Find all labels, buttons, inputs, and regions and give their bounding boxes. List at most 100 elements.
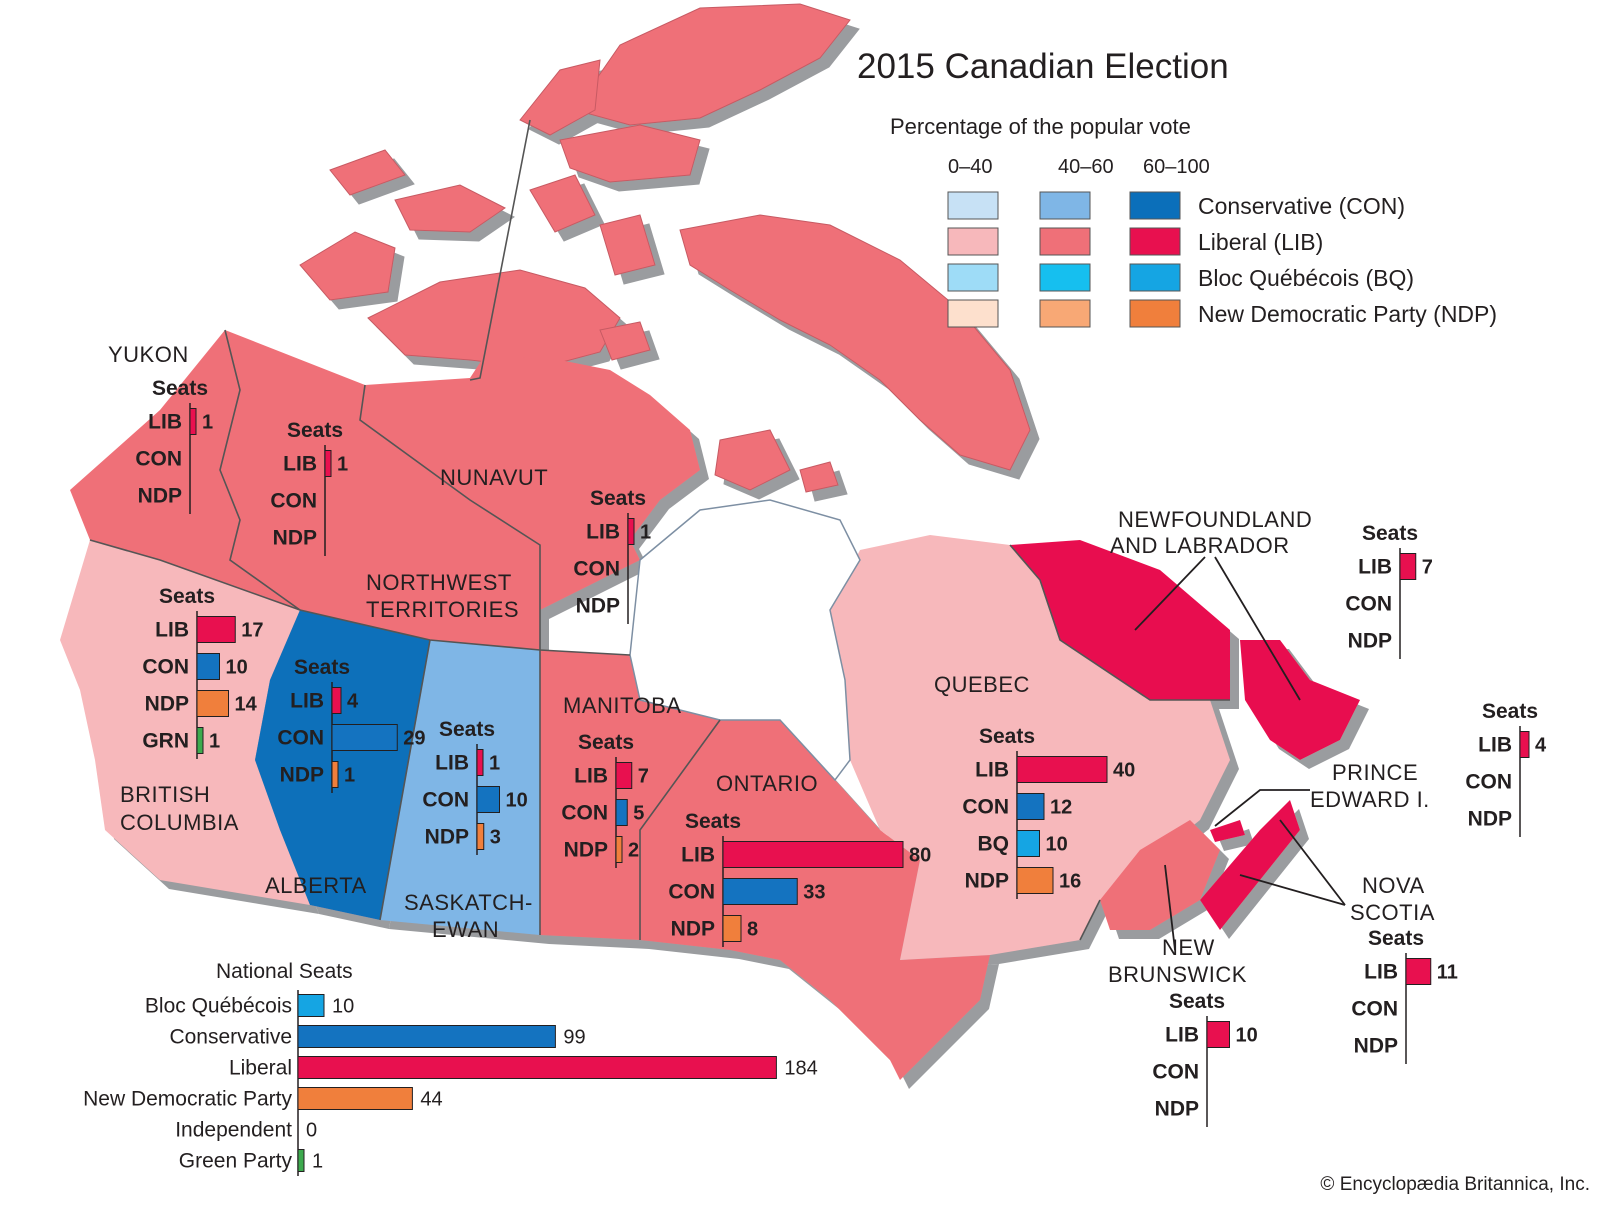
- seat-party-label: NDP: [564, 839, 608, 862]
- seat-party-label: CON: [962, 796, 1009, 819]
- island-ellesmere: [574, 3, 851, 126]
- island-devon: [559, 124, 701, 183]
- region-alberta: ALBERTA Seats LIB 4 CON 29 NDP 1: [265, 656, 426, 898]
- seat-party-label: LIB: [681, 844, 715, 867]
- seat-value: 40: [1113, 760, 1135, 782]
- seat-bar-ndp: [722, 915, 742, 942]
- seat-value: 16: [1059, 871, 1081, 893]
- region-name: SASKATCH-: [404, 890, 533, 915]
- region-name: PRINCE: [1332, 760, 1418, 785]
- seat-party-label: LIB: [148, 411, 182, 434]
- seat-bar-con: [331, 724, 398, 751]
- legend-swatch: [947, 227, 999, 256]
- region-name: EDWARD I.: [1310, 787, 1430, 812]
- legend-party-label: New Democratic Party (NDP): [1198, 301, 1497, 327]
- region-saskatchewan: SASKATCH-EWAN Seats LIB 1 CON 10 NDP 3: [404, 718, 533, 942]
- region-shape-ontario: [640, 720, 990, 1080]
- seat-party-label: LIB: [574, 765, 608, 788]
- seat-bar-ndp: [331, 761, 339, 788]
- seat-bar-lib: [1519, 731, 1530, 758]
- seat-bar-lib: [1206, 1021, 1230, 1048]
- legend-party-label: Conservative (CON): [1198, 193, 1405, 219]
- legend-range-mid: 40–60: [1058, 156, 1114, 178]
- seat-value: 10: [1236, 1025, 1258, 1047]
- seats-heading: Seats: [1169, 990, 1225, 1013]
- seat-value: 80: [909, 845, 931, 867]
- seat-party-label: NDP: [280, 764, 324, 787]
- region-nunavut: NUNAVUT Seats LIB 1 CON NDP: [440, 465, 651, 624]
- island-banks: [299, 231, 396, 301]
- region-name: TERRITORIES: [366, 597, 519, 622]
- hudson-bay: [629, 499, 861, 782]
- region-british-columbia: BRITISH COLUMBIA Seats LIB 17 CON 10 NDP 14 GRN 1: [120, 585, 264, 835]
- island-prince-patrick: [329, 149, 406, 196]
- seat-party-label: CON: [668, 881, 715, 904]
- seat-party-label: CON: [1152, 1061, 1199, 1084]
- seat-party-label: LIB: [290, 690, 324, 713]
- region-shape-prince-edward-island: [1210, 820, 1245, 842]
- seat-party-label: LIB: [1364, 961, 1398, 984]
- seat-party-label: NDP: [965, 870, 1009, 893]
- legend-swatch: [947, 299, 999, 328]
- seat-party-label: CON: [270, 490, 317, 513]
- seats-heading: Seats: [439, 718, 495, 741]
- region-shape-manitoba: [540, 650, 720, 940]
- national-party-label: Bloc Québécois: [145, 995, 292, 1018]
- seat-party-label: CON: [1345, 593, 1392, 616]
- seat-party-label: LIB: [155, 619, 189, 642]
- credit-line: © Encyclopædia Britannica, Inc.: [1320, 1174, 1590, 1195]
- national-seat-value: 10: [332, 996, 354, 1018]
- seat-value: 10: [1046, 834, 1068, 856]
- seat-bar-lib: [476, 749, 484, 776]
- legend-subtitle: Percentage of the popular vote: [890, 114, 1191, 139]
- seats-heading: Seats: [152, 377, 208, 400]
- legend-party-label: Liberal (LIB): [1198, 229, 1323, 255]
- region-manitoba: MANITOBA Seats LIB 7 CON 5 NDP 2: [561, 693, 681, 868]
- seat-bar-ndp: [196, 690, 229, 717]
- seat-party-label: CON: [1351, 998, 1398, 1021]
- seat-bar-con: [476, 786, 500, 813]
- seat-value: 17: [241, 620, 263, 642]
- national-seats-title: National Seats: [216, 960, 353, 983]
- region-name: AND LABRADOR: [1110, 533, 1290, 558]
- island-bathurst: [529, 174, 596, 233]
- seat-party-label: CON: [142, 656, 189, 679]
- seat-value: 12: [1050, 797, 1072, 819]
- island-southampton: [714, 429, 791, 491]
- national-seat-value: 99: [563, 1027, 585, 1049]
- seat-bar-lib: [1399, 553, 1417, 580]
- national-bar-lib: [297, 1056, 777, 1079]
- seat-value: 10: [226, 657, 248, 679]
- national-seat-value: 184: [784, 1058, 817, 1080]
- island-melville: [394, 184, 506, 233]
- region-name: BRITISH: [120, 782, 210, 807]
- seat-party-label: LIB: [1358, 556, 1392, 579]
- seat-party-label: NDP: [425, 826, 469, 849]
- seat-party-label: LIB: [586, 521, 620, 544]
- seat-value: 1: [202, 412, 213, 434]
- seat-value: 10: [506, 790, 528, 812]
- seat-value: 11: [1437, 962, 1458, 984]
- seats-heading: Seats: [979, 725, 1035, 748]
- seat-party-label: NDP: [576, 595, 620, 618]
- seat-bar-lib: [196, 616, 236, 643]
- national-row: Conservative 99: [169, 1025, 586, 1049]
- legend-swatch: [947, 191, 999, 220]
- region-quebec: QUEBEC Seats LIB 40 CON 12 BQ 10 NDP 16: [934, 672, 1135, 899]
- seat-bar-lib: [1016, 756, 1108, 783]
- national-row: Green Party 1: [179, 1149, 323, 1173]
- seat-value: 33: [803, 882, 825, 904]
- seat-party-label: NDP: [671, 918, 715, 941]
- seat-bar-ndp: [615, 836, 623, 863]
- seats-heading: Seats: [685, 810, 741, 833]
- seat-party-label: CON: [135, 448, 182, 471]
- seat-bar-con: [615, 799, 628, 826]
- region-name: NORTHWEST: [366, 570, 512, 595]
- legend-swatch: [1129, 227, 1181, 256]
- seat-party-label: NDP: [1468, 808, 1512, 831]
- island-somerset: [599, 214, 656, 276]
- seat-value: 1: [489, 753, 500, 775]
